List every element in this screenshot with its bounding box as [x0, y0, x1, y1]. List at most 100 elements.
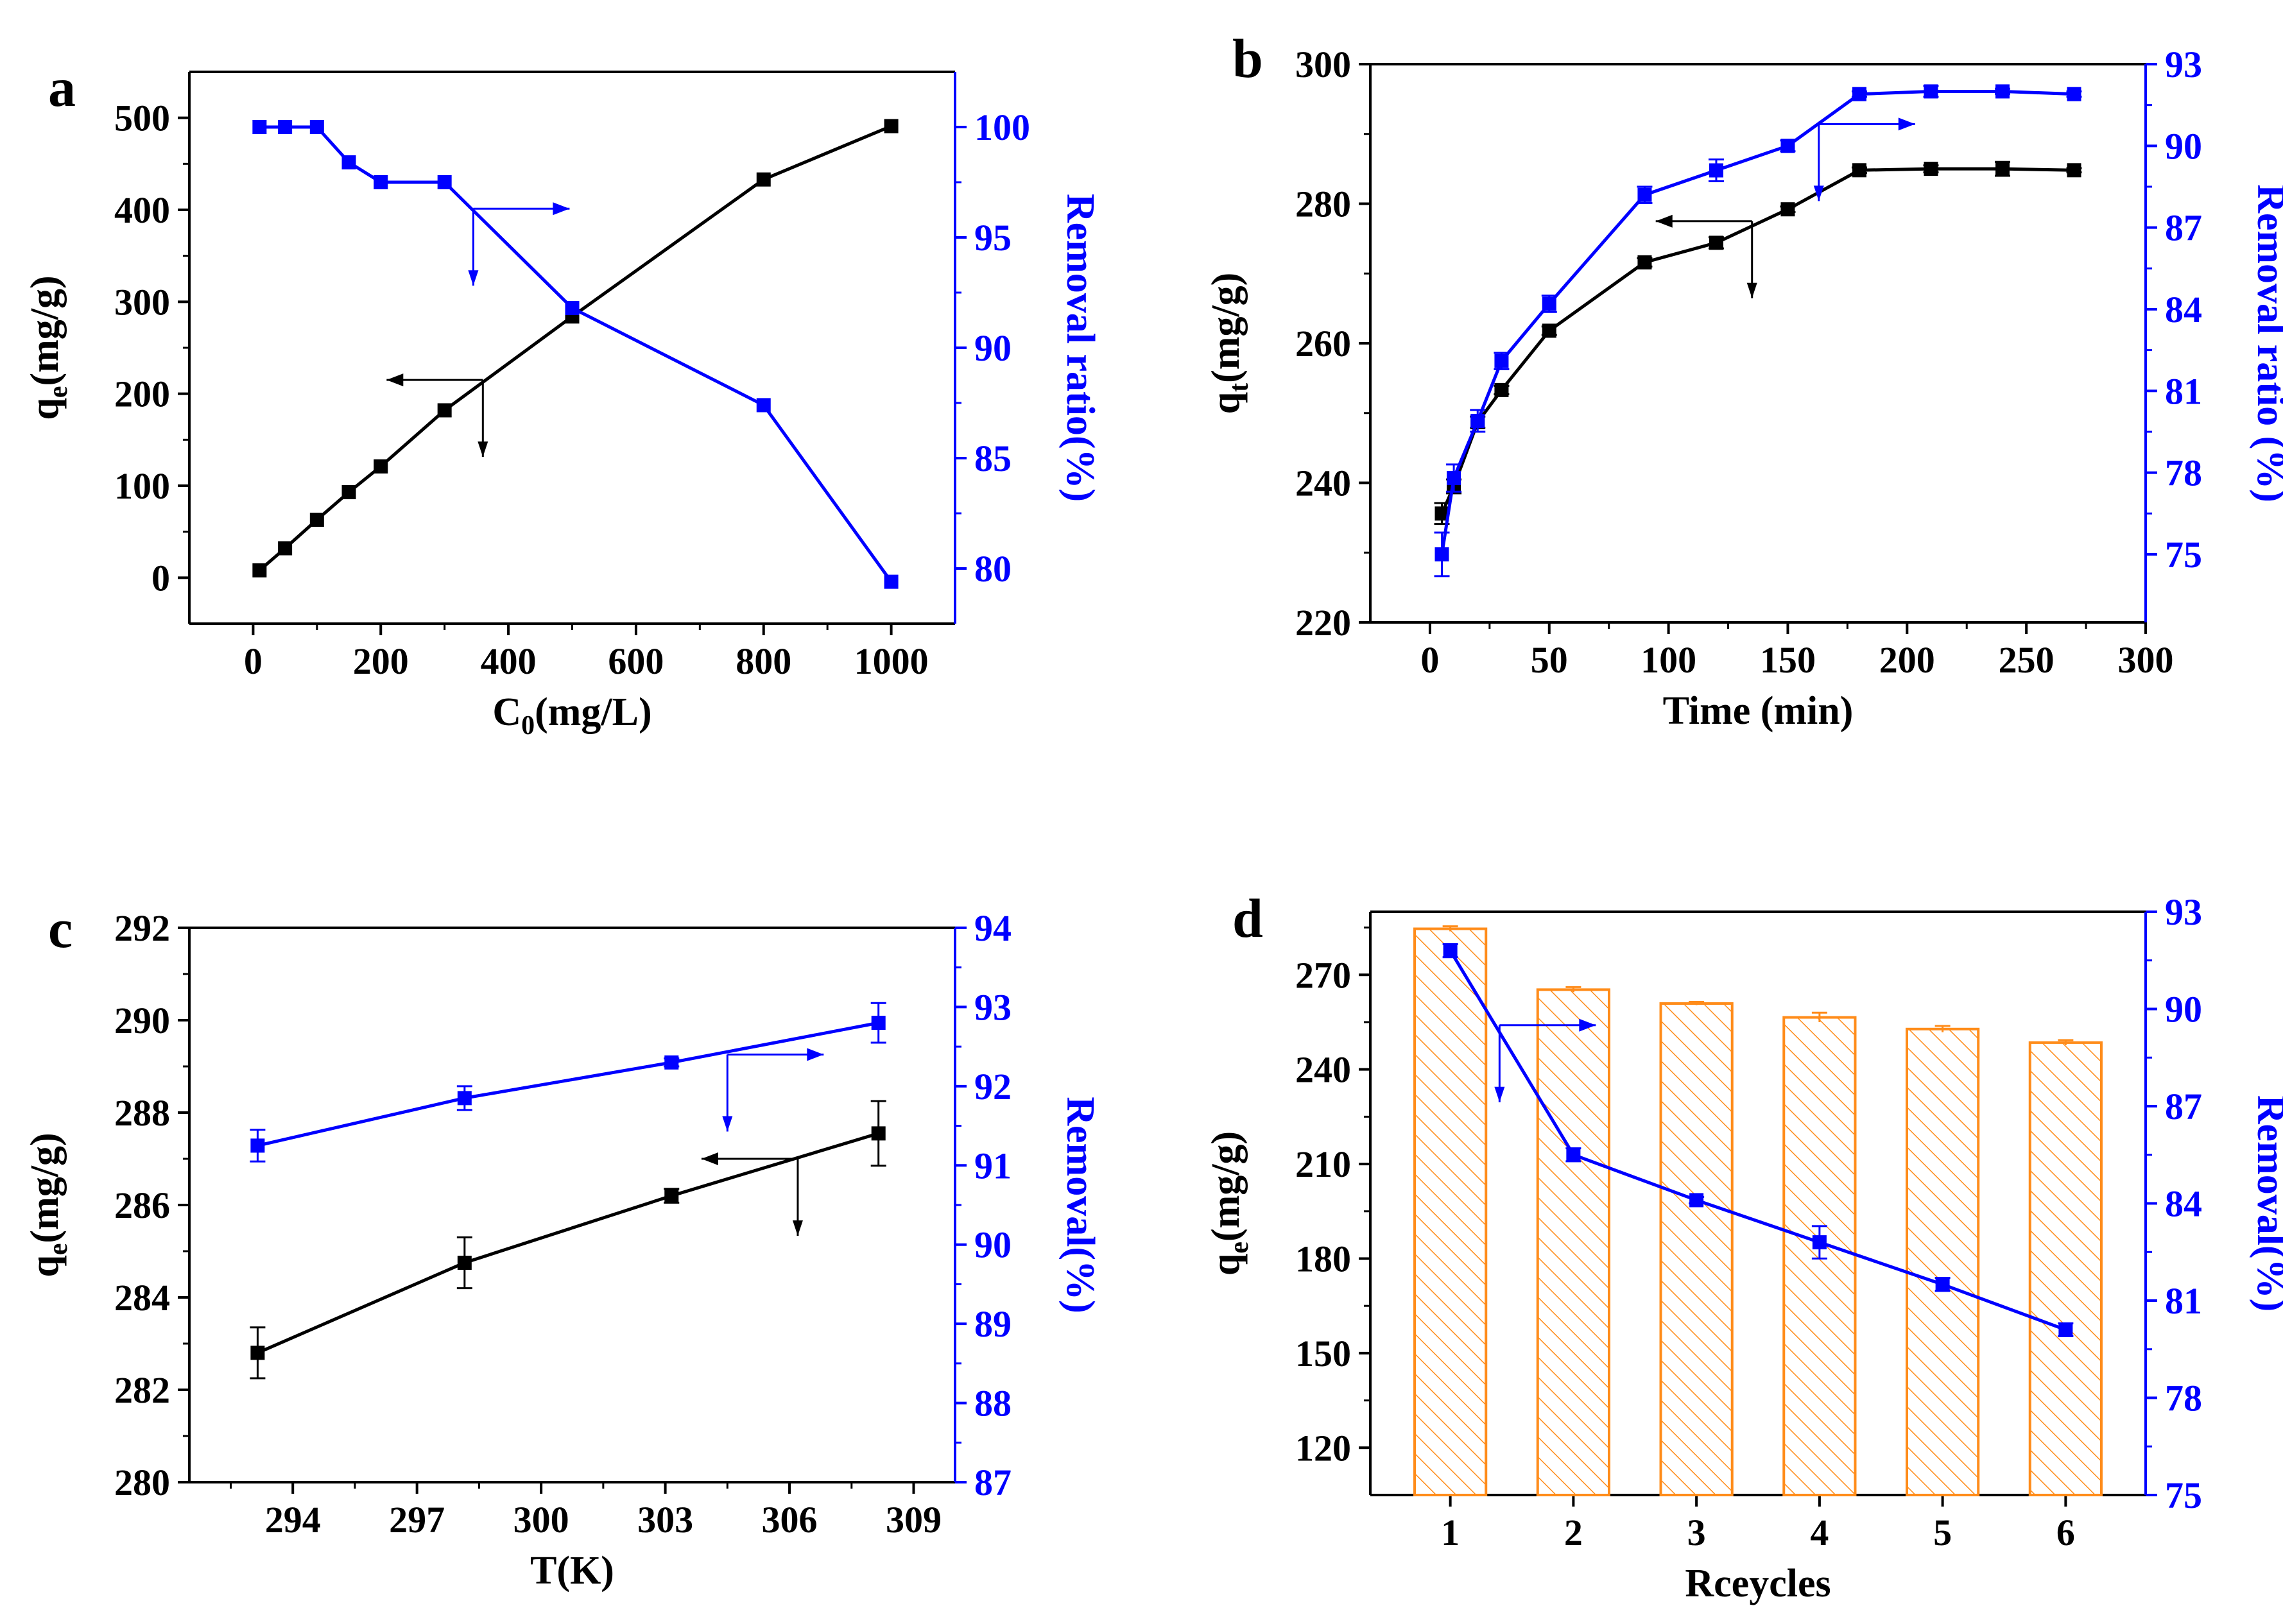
data-point	[1637, 255, 1652, 269]
y2-tick-label: 75	[2165, 534, 2202, 576]
x-tick-label: 300	[513, 1499, 569, 1541]
y2-tick-label: 95	[974, 217, 1012, 259]
y2-tick-label: 84	[2165, 1183, 2202, 1225]
data-point	[437, 175, 452, 189]
arrow-head-right	[1898, 117, 1915, 131]
y-tick-label: 150	[1295, 1333, 1351, 1374]
arrow-head-down	[792, 1220, 803, 1236]
y2-tick-label: 84	[2165, 289, 2202, 330]
data-point	[1494, 382, 1509, 397]
series-line-removal-ratio	[1440, 89, 2074, 555]
data-point	[1780, 139, 1795, 153]
data-point	[1542, 323, 1556, 338]
data-point	[756, 398, 771, 413]
data-point	[1494, 354, 1509, 368]
data-point	[278, 541, 293, 556]
y2-axis-label: Removal ratio (%)	[2249, 184, 2283, 502]
series-line-qe	[258, 124, 892, 572]
y2-tick-label: 85	[974, 438, 1012, 479]
y-tick-label: 260	[1295, 323, 1351, 364]
y2-tick-label: 87	[2165, 207, 2202, 249]
x-tick-label: 6	[2056, 1512, 2075, 1553]
y-tick-label: 284	[114, 1277, 170, 1319]
y-axis-label: qe(mg/g)	[23, 275, 73, 420]
data-point	[309, 513, 324, 527]
data-point	[437, 403, 452, 418]
y2-tick-label: 90	[2165, 125, 2202, 167]
y-tick-label: 288	[114, 1092, 170, 1134]
data-point	[1709, 163, 1723, 178]
x-tick-label: 0	[1420, 639, 1439, 681]
data-point	[341, 485, 356, 500]
panel-d-chart: d 1 2 3 4 5 6 120 150 180 210 240 270 75 78 81 84 87 90 93 R…	[1204, 887, 2283, 1605]
y-axis-label-sub: e	[44, 386, 73, 398]
bar-cycle-6	[2028, 1041, 2103, 1496]
y2-tick-label: 90	[974, 327, 1012, 369]
data-point	[1812, 1235, 1827, 1250]
x-tick-label: 300	[2118, 639, 2174, 681]
y2-tick-label: 93	[974, 986, 1012, 1028]
y-axis-label-suffix: (mg/g)	[1204, 1131, 1248, 1242]
arrow-head-down	[468, 270, 479, 286]
data-point	[1924, 84, 1938, 99]
y-tick-label: 0	[151, 557, 170, 599]
y-axis-label: qe(mg/g)	[23, 1133, 73, 1277]
y-tick-label: 300	[1295, 44, 1351, 85]
data-point	[457, 1091, 472, 1106]
y2-tick-label: 87	[974, 1462, 1012, 1503]
data-point	[1924, 162, 1938, 176]
x-axis-label: T(K)	[530, 1549, 614, 1593]
data-point	[1434, 547, 1449, 561]
arrow-head-left	[386, 373, 404, 387]
y-tick-label: 200	[114, 373, 170, 415]
series-line-removal-ratio	[259, 125, 893, 583]
bar-cycle-5	[1906, 1027, 1980, 1496]
y2-axis-label: Removal(%)	[1058, 1097, 1102, 1313]
x-tick-label: 294	[265, 1499, 321, 1541]
panel-a-chart: a0 200 400 600 800 10000100200300400500808590…	[23, 56, 1102, 740]
data-point	[252, 563, 267, 577]
arrow-head-down	[478, 441, 488, 457]
x-axis-label: C0(mg/L)	[492, 690, 651, 740]
data-point	[1852, 163, 1866, 178]
data-point	[871, 1126, 886, 1141]
y-tick-label: 286	[114, 1184, 170, 1226]
y-tick-label: 210	[1295, 1143, 1351, 1185]
y-axis-label-main: q	[23, 1255, 67, 1277]
x-tick-label: 306	[762, 1499, 818, 1541]
y-tick-label: 100	[114, 465, 170, 507]
y2-tick-label: 90	[974, 1224, 1012, 1266]
data-point	[2067, 163, 2081, 178]
x-tick-label: 1	[1441, 1512, 1460, 1553]
data-point	[1995, 84, 2010, 99]
data-point	[252, 120, 267, 134]
x-tick-label: 303	[637, 1499, 693, 1541]
x-tick-label: 600	[608, 640, 664, 682]
y2-tick-label: 81	[2165, 370, 2202, 412]
data-point	[664, 1188, 679, 1203]
panel-label-d: d	[1232, 887, 1263, 949]
data-point	[884, 119, 899, 133]
y-tick-label: 400	[114, 189, 170, 231]
y2-tick-label: 90	[2165, 989, 2202, 1030]
y-tick-label: 292	[114, 907, 170, 949]
y-tick-label: 282	[114, 1369, 170, 1411]
y-axis-label-sub: e	[1225, 1242, 1254, 1254]
y-tick-label: 290	[114, 1000, 170, 1041]
data-point	[756, 172, 771, 187]
arrow-head-down	[1494, 1086, 1505, 1102]
bar-cycle-3	[1659, 1002, 1734, 1497]
x-tick-label: 100	[1641, 639, 1696, 681]
x-tick-label: 250	[1999, 639, 2055, 681]
x-tick-label: 5	[1933, 1512, 1952, 1553]
data-point	[1566, 1147, 1581, 1162]
y2-tick-label: 78	[2165, 452, 2202, 494]
data-point	[1780, 202, 1795, 217]
data-point	[871, 1016, 886, 1030]
x-axis-label: Rceycles	[1685, 1562, 1831, 1605]
y2-axis-label: Removal ratio(%)	[1058, 194, 1102, 502]
x-tick-label: 800	[736, 640, 791, 682]
panel-label-c: c	[48, 898, 73, 959]
y2-tick-label: 89	[974, 1303, 1012, 1345]
